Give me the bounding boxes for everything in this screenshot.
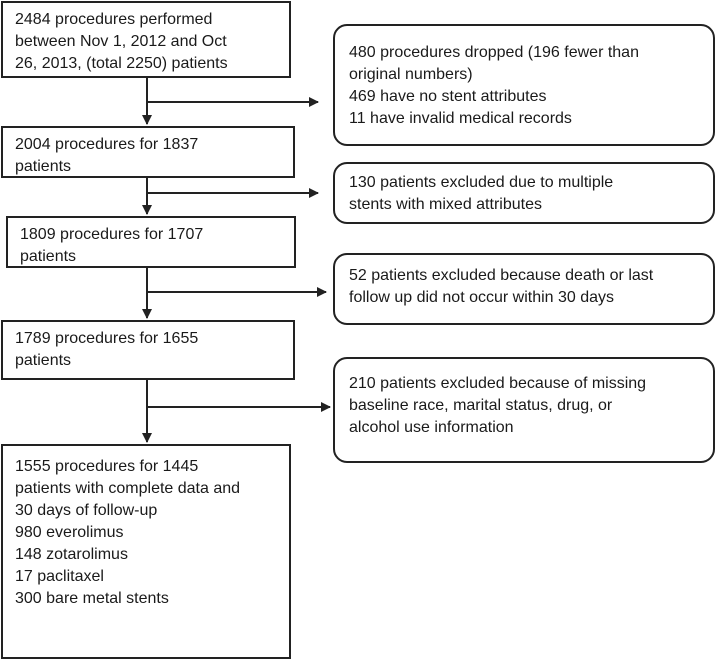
step-box-3: 1809 procedures for 1707 patients — [6, 216, 296, 268]
step-box-final: 1555 procedures for 1445 patients with c… — [1, 444, 291, 659]
step-text: 300 bare metal stents — [15, 590, 169, 607]
step-text: 1809 procedures for 1707 — [20, 226, 204, 243]
step-text: patients with complete data and — [15, 480, 241, 497]
step-text: 980 everolimus — [15, 524, 124, 541]
step-text: patients — [20, 248, 77, 265]
exclusion-text: 469 have no stent attributes — [349, 88, 547, 105]
step-box-2: 2004 procedures for 1837 patients — [1, 126, 295, 178]
step-text: patients — [15, 158, 72, 175]
exclusion-text: 210 patients excluded because of missing — [349, 375, 647, 392]
step-text: 2004 procedures for 1837 — [15, 136, 199, 153]
exclusion-box-1: 480 procedures dropped (196 fewer than o… — [333, 24, 715, 146]
exclusion-text: follow up did not occur within 30 days — [349, 289, 615, 306]
step-text: between Nov 1, 2012 and Oct — [15, 33, 227, 50]
step-text: 1555 procedures for 1445 — [15, 458, 199, 475]
step-text: 26, 2013, (total 2250) patients — [15, 55, 228, 72]
step-text: 148 zotarolimus — [15, 546, 128, 563]
step-text: 30 days of follow-up — [15, 502, 158, 519]
exclusion-text: 130 patients excluded due to multiple — [349, 174, 614, 191]
step-text: 1789 procedures for 1655 — [15, 330, 199, 347]
exclusion-text: stents with mixed attributes — [349, 196, 542, 213]
exclusion-text: 480 procedures dropped (196 fewer than — [349, 44, 639, 61]
exclusion-text: 52 patients excluded because death or la… — [349, 267, 654, 284]
exclusion-box-3: 52 patients excluded because death or la… — [333, 253, 715, 325]
step-box-4: 1789 procedures for 1655 patients — [1, 320, 295, 380]
exclusion-box-4: 210 patients excluded because of missing… — [333, 357, 715, 463]
exclusion-text: alcohol use information — [349, 419, 514, 436]
exclusion-text: 11 have invalid medical records — [349, 110, 572, 127]
exclusion-text: original numbers) — [349, 66, 473, 83]
step-text: 17 paclitaxel — [15, 568, 104, 585]
step-text: 2484 procedures performed — [15, 11, 213, 28]
step-box-initial: 2484 procedures performed between Nov 1,… — [1, 1, 291, 78]
exclusion-text: baseline race, marital status, drug, or — [349, 397, 613, 414]
step-text: patients — [15, 352, 72, 369]
exclusion-box-2: 130 patients excluded due to multiple st… — [333, 162, 715, 224]
